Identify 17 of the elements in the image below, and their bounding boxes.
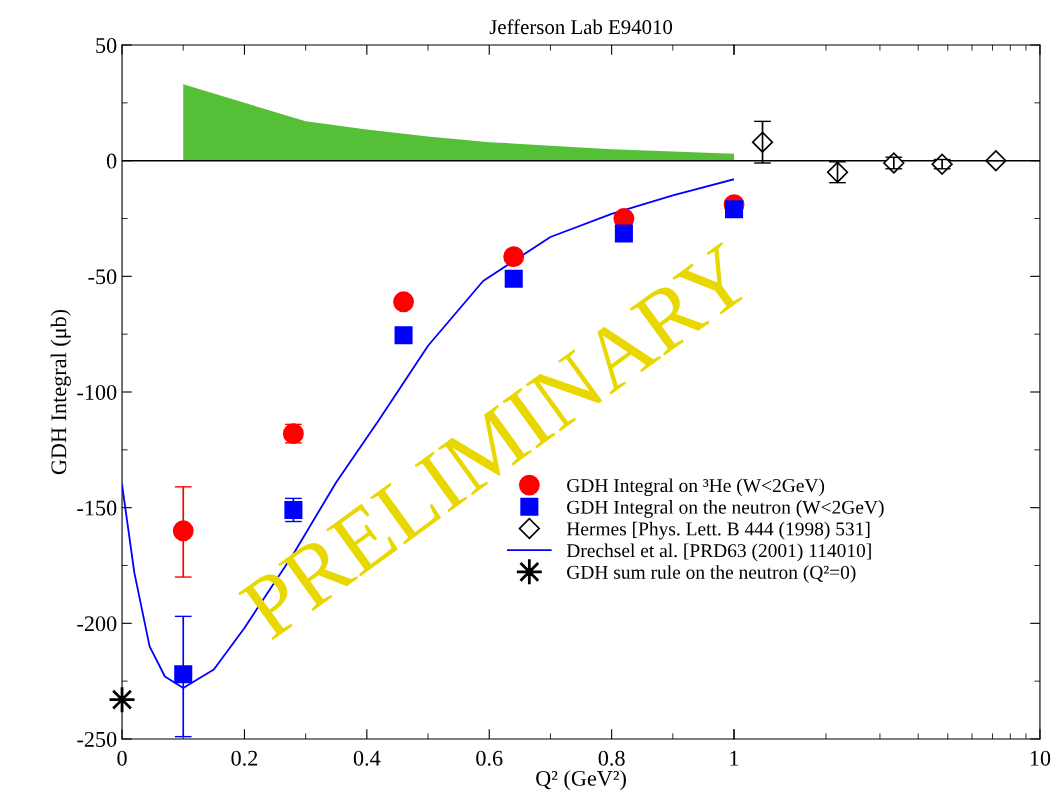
y-tick-label: -50 [88, 269, 117, 285]
y-tick-label: -200 [77, 616, 117, 632]
x-tick-label: 10 [1030, 750, 1051, 766]
y-tick-label: -100 [77, 384, 117, 400]
x-tick-label: 0 [117, 750, 127, 766]
chart-title: Jefferson Lab E94010 [489, 19, 673, 35]
x-tick-label: 0.2 [231, 750, 258, 766]
x-tick-label: 0.8 [598, 750, 625, 766]
x-axis-title: Q² (GeV²) [536, 770, 626, 791]
x-tick-label: 0.6 [476, 750, 503, 766]
y-axis-title: GDH Integral (μb) [50, 309, 71, 475]
x-tick-label: 0.4 [353, 750, 381, 766]
y-tick-label: 50 [96, 37, 117, 53]
x-tick-label: 1 [730, 750, 739, 766]
y-tick-label: 0 [106, 153, 117, 169]
y-tick-label: -250 [77, 731, 117, 747]
y-tick-label: -150 [77, 500, 117, 516]
